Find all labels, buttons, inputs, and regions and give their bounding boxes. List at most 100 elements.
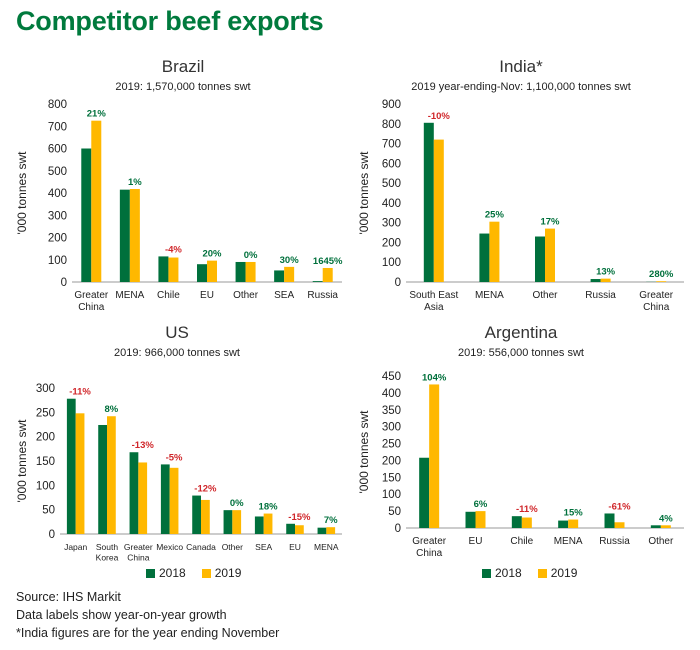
x-tick-label-line: Russia	[585, 290, 616, 301]
y-tick-label: 100	[382, 489, 401, 501]
y-tick-label: 0	[49, 529, 55, 541]
y-tick-label: 150	[382, 472, 401, 484]
chart-title: Argentina	[485, 323, 558, 342]
x-tick-label: SEA	[274, 290, 294, 301]
x-tick-label: MENA	[314, 542, 339, 552]
x-tick-label: Chile	[510, 536, 533, 547]
bar-2018	[119, 189, 130, 282]
growth-data-label: -12%	[194, 484, 217, 495]
y-tick-label: 300	[382, 422, 401, 434]
bar-2019	[207, 260, 217, 282]
x-tick-label: Other	[233, 290, 259, 301]
bar-2018	[650, 525, 661, 528]
y-tick-label: 600	[382, 158, 401, 170]
y-tick-label: 800	[48, 99, 67, 111]
bar-2019	[263, 513, 273, 534]
x-tick-label-line: MENA	[554, 536, 583, 547]
y-tick-label: 150	[36, 456, 55, 468]
bar-2018	[223, 510, 233, 534]
x-tick-label-line: Other	[233, 290, 259, 301]
growth-data-label: 21%	[87, 109, 107, 120]
bar-2018	[160, 464, 170, 534]
y-axis-label: '000 tonnes swt	[357, 151, 371, 235]
chart-subtitle: 2019 year-ending-Nov: 1,100,000 tonnes s…	[411, 81, 631, 93]
chart-svg: Brazil 2019: 1,570,000 tonnes swt 0 100 200 3…	[15, 57, 343, 313]
x-tick-label: Other	[532, 290, 558, 301]
growth-data-label: -11%	[69, 387, 91, 398]
bar-2018	[254, 516, 264, 534]
y-tick-label: 250	[36, 407, 55, 419]
x-tick-label-line: Greater	[639, 290, 674, 301]
legend-swatch-2018	[482, 568, 491, 578]
x-tick-label-line: MENA	[115, 290, 144, 301]
x-tick-label: MENA	[554, 536, 583, 547]
x-tick-label: South East Asia	[409, 290, 458, 313]
x-tick-label: Other	[222, 542, 243, 552]
growth-data-label: 0%	[244, 250, 258, 261]
y-tick-label: 0	[61, 277, 67, 289]
y-tick-label: 400	[382, 198, 401, 210]
bar-2019	[322, 267, 333, 282]
growth-data-label: 30%	[280, 255, 300, 266]
bar-2018	[511, 516, 522, 528]
x-tick-label: SEA	[255, 542, 272, 552]
bar-2018	[235, 261, 246, 282]
x-tick-label-line: China	[78, 302, 105, 313]
x-tick-label-line: Asia	[424, 302, 444, 313]
y-axis-label: '000 tonnes swt	[15, 151, 29, 235]
x-tick-label-line: SEA	[255, 542, 272, 552]
bar-2018	[158, 256, 169, 282]
growth-data-label: -11%	[516, 504, 538, 515]
bar-2018	[535, 236, 545, 282]
growth-data-label: 18%	[259, 502, 279, 513]
x-tick-label: EU	[469, 536, 483, 547]
x-tick-label: Greater China	[124, 542, 153, 563]
bar-2018	[465, 511, 476, 528]
y-tick-label: 200	[48, 233, 67, 245]
page-title: Competitor beef exports	[16, 6, 324, 36]
chart-svg: India* 2019 year-ending-Nov: 1,100,000 to…	[357, 57, 684, 313]
x-tick-label-line: EU	[469, 536, 483, 547]
bar-2019	[600, 278, 611, 282]
x-tick-label-line: Greater	[412, 536, 447, 547]
bar-2019	[138, 462, 148, 534]
x-tick-label-line: Russia	[307, 290, 338, 301]
footnotes: Source: IHS Markit Data labels show year…	[16, 588, 279, 642]
x-tick-label-line: China	[416, 548, 443, 559]
x-tick-label-line: Greater	[74, 290, 109, 301]
y-tick-label: 400	[48, 188, 67, 200]
x-tick-label: South Korea	[96, 542, 119, 563]
bar-2019	[656, 281, 667, 282]
bar-2019	[475, 511, 486, 528]
growth-data-label: -4%	[165, 244, 182, 255]
growth-data-label: 0%	[230, 498, 244, 509]
y-tick-label: 500	[48, 166, 67, 178]
y-tick-label: 300	[36, 383, 55, 395]
bar-2019	[201, 499, 210, 534]
x-tick-label: Mexico	[156, 542, 183, 552]
x-tick-label: MENA	[115, 290, 144, 301]
x-tick-label: Greater China	[74, 290, 109, 313]
x-tick-label-line: EU	[200, 290, 214, 301]
bar-2018	[129, 452, 139, 534]
bar-2019	[232, 510, 242, 534]
bar-2018	[479, 233, 490, 282]
legend-label-2018: 2018	[159, 566, 186, 580]
x-tick-label-line: Greater	[124, 542, 153, 552]
brazil-chart-panel: Brazil 2019: 1,570,000 tonnes swt 0 100 200 3…	[14, 52, 344, 313]
y-tick-label: 800	[382, 119, 401, 131]
growth-data-label: 17%	[540, 217, 560, 228]
x-tick-label-line: Mexico	[156, 542, 183, 552]
bar-2019	[75, 413, 85, 534]
y-tick-label: 0	[395, 277, 401, 289]
bar-2018	[98, 424, 107, 534]
x-tick-label-line: MENA	[475, 290, 504, 301]
growth-data-label: -15%	[288, 512, 311, 523]
bar-2018	[423, 122, 434, 283]
bar-2018	[81, 148, 92, 282]
chart-subtitle: 2019: 966,000 tonnes swt	[114, 347, 240, 359]
x-tick-label: Japan	[64, 542, 87, 552]
y-axis-label: '000 tonnes swt	[357, 410, 371, 494]
chart-svg: Argentina 2019: 556,000 tonnes swt 0 50 100 1…	[357, 323, 684, 559]
india-chart-panel: India* 2019 year-ending-Nov: 1,100,000 to…	[356, 52, 686, 313]
